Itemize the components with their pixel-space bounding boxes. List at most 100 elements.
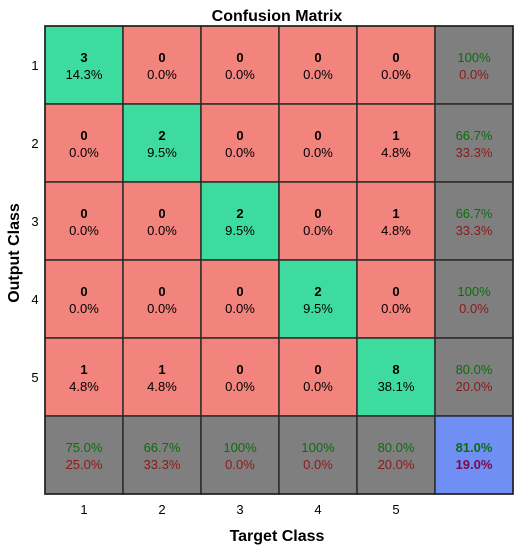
cell-count-label: 0 <box>392 284 399 299</box>
matrix-cell <box>44 25 124 105</box>
cell-percent-label: 0.0% <box>69 223 99 238</box>
col-incorrect-label: 20.0% <box>378 457 415 472</box>
cell-percent-label: 0.0% <box>303 67 333 82</box>
col-correct-label: 100% <box>223 440 257 455</box>
cell-percent-label: 9.5% <box>303 301 333 316</box>
matrix-cell <box>356 337 436 417</box>
matrix-cell <box>122 103 202 183</box>
row-incorrect-label: 0.0% <box>459 67 489 82</box>
overall-accuracy-cell <box>434 415 514 495</box>
cell-count-label: 2 <box>314 284 321 299</box>
col-incorrect-label: 25.0% <box>66 457 103 472</box>
matrix-cell <box>278 25 358 105</box>
col-correct-label: 75.0% <box>66 440 103 455</box>
col-summary-cell <box>278 415 358 495</box>
cell-count-label: 0 <box>392 50 399 65</box>
y-axis-label: Output Class <box>6 203 23 303</box>
matrix-border <box>44 25 514 495</box>
cell-percent-label: 0.0% <box>225 379 255 394</box>
cell-percent-label: 4.8% <box>381 145 411 160</box>
col-summary-cell <box>356 415 436 495</box>
overall-incorrect-label: 19.0% <box>456 457 493 472</box>
col-correct-label: 80.0% <box>378 440 415 455</box>
col-incorrect-label: 0.0% <box>225 457 255 472</box>
row-summary-cell <box>434 25 514 105</box>
cell-count-label: 0 <box>80 284 87 299</box>
col-incorrect-label: 0.0% <box>303 457 333 472</box>
cell-count-label: 3 <box>80 50 87 65</box>
x-tick-label: 4 <box>314 502 321 517</box>
x-tick-label: 3 <box>236 502 243 517</box>
row-incorrect-label: 0.0% <box>459 301 489 316</box>
chart-title: Confusion Matrix <box>212 8 343 25</box>
matrix-cell <box>44 103 124 183</box>
cell-count-label: 0 <box>236 128 243 143</box>
cell-count-label: 0 <box>236 362 243 377</box>
matrix-cell <box>44 337 124 417</box>
y-tick-label: 2 <box>31 136 38 151</box>
cell-count-label: 0 <box>314 128 321 143</box>
x-axis-label: Target Class <box>230 528 325 545</box>
cell-count-label: 1 <box>158 362 165 377</box>
x-tick-label: 1 <box>80 502 87 517</box>
row-correct-label: 66.7% <box>456 206 493 221</box>
cell-count-label: 0 <box>158 206 165 221</box>
row-incorrect-label: 20.0% <box>456 379 493 394</box>
matrix-cell <box>200 103 280 183</box>
cell-count-label: 1 <box>392 128 399 143</box>
matrix-cell <box>356 25 436 105</box>
cell-percent-label: 0.0% <box>225 67 255 82</box>
matrix-cell <box>200 25 280 105</box>
row-correct-label: 80.0% <box>456 362 493 377</box>
cell-percent-label: 0.0% <box>69 145 99 160</box>
cell-count-label: 0 <box>236 284 243 299</box>
cell-percent-label: 4.8% <box>147 379 177 394</box>
row-summary-cell <box>434 259 514 339</box>
row-incorrect-label: 33.3% <box>456 223 493 238</box>
x-tick-label: 2 <box>158 502 165 517</box>
matrix-cell <box>122 337 202 417</box>
col-correct-label: 100% <box>301 440 335 455</box>
matrix-cell <box>122 259 202 339</box>
cell-count-label: 0 <box>314 50 321 65</box>
cell-percent-label: 0.0% <box>69 301 99 316</box>
cell-count-label: 2 <box>158 128 165 143</box>
cell-percent-label: 0.0% <box>147 301 177 316</box>
row-summary-cell <box>434 337 514 417</box>
cell-percent-label: 4.8% <box>69 379 99 394</box>
row-correct-label: 100% <box>457 50 491 65</box>
matrix-cell <box>200 181 280 261</box>
cell-percent-label: 0.0% <box>303 223 333 238</box>
col-summary-cell <box>122 415 202 495</box>
matrix-cell <box>122 181 202 261</box>
matrix-cell <box>278 337 358 417</box>
cell-count-label: 0 <box>158 50 165 65</box>
cell-count-label: 8 <box>392 362 399 377</box>
matrix-cell <box>200 337 280 417</box>
col-correct-label: 66.7% <box>144 440 181 455</box>
row-summary-cell <box>434 103 514 183</box>
cell-percent-label: 0.0% <box>147 223 177 238</box>
row-incorrect-label: 33.3% <box>456 145 493 160</box>
matrix-grid: 3 14.3% 0 0.0% 0 0.0% 0 0.0% 0 0.0% 0 0.0% 2 9.5% 0 0.0… <box>31 25 514 517</box>
row-correct-label: 100% <box>457 284 491 299</box>
matrix-cell <box>278 181 358 261</box>
cell-percent-label: 9.5% <box>225 223 255 238</box>
matrix-cell <box>356 103 436 183</box>
cell-count-label: 2 <box>236 206 243 221</box>
cell-percent-label: 0.0% <box>147 67 177 82</box>
matrix-cell <box>122 25 202 105</box>
cell-percent-label: 0.0% <box>381 67 411 82</box>
cell-percent-label: 14.3% <box>66 67 103 82</box>
cell-count-label: 0 <box>236 50 243 65</box>
cell-count-label: 1 <box>80 362 87 377</box>
overall-correct-label: 81.0% <box>456 440 493 455</box>
col-summary-cell <box>200 415 280 495</box>
cell-count-label: 0 <box>80 128 87 143</box>
matrix-cell <box>200 259 280 339</box>
matrix-cell <box>356 259 436 339</box>
col-summary-cell <box>44 415 124 495</box>
y-tick-label: 4 <box>31 292 38 307</box>
cell-percent-label: 4.8% <box>381 223 411 238</box>
matrix-cell <box>356 181 436 261</box>
